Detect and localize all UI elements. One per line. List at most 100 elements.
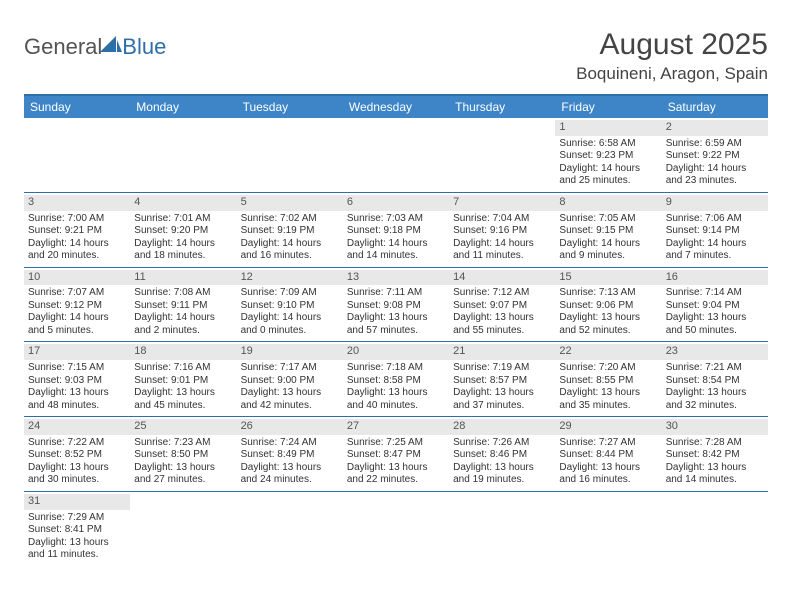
daylight1-label: Daylight: 13 hours xyxy=(347,387,445,400)
daylight1-label: Daylight: 13 hours xyxy=(347,462,445,475)
sunrise-label: Sunrise: 7:05 AM xyxy=(559,213,657,226)
sunrise-label: Sunrise: 7:12 AM xyxy=(453,287,551,300)
daylight1-label: Daylight: 13 hours xyxy=(666,387,764,400)
sunrise-label: Sunrise: 7:08 AM xyxy=(134,287,232,300)
daylight1-label: Daylight: 13 hours xyxy=(134,462,232,475)
day-cell: 8Sunrise: 7:05 AMSunset: 9:15 PMDaylight… xyxy=(555,193,661,267)
empty-cell xyxy=(343,492,449,566)
day-number: 29 xyxy=(555,419,661,435)
sunrise-label: Sunrise: 7:16 AM xyxy=(134,362,232,375)
day-cell: 20Sunrise: 7:18 AMSunset: 8:58 PMDayligh… xyxy=(343,342,449,416)
dow-monday: Monday xyxy=(130,96,236,118)
day-number: 6 xyxy=(343,195,449,211)
day-cell: 14Sunrise: 7:12 AMSunset: 9:07 PMDayligh… xyxy=(449,268,555,342)
daylight1-label: Daylight: 13 hours xyxy=(559,387,657,400)
sunset-label: Sunset: 9:06 PM xyxy=(559,300,657,313)
daylight1-label: Daylight: 13 hours xyxy=(241,387,339,400)
daylight2-label: and 22 minutes. xyxy=(347,474,445,487)
day-cell: 23Sunrise: 7:21 AMSunset: 8:54 PMDayligh… xyxy=(662,342,768,416)
daylight1-label: Daylight: 14 hours xyxy=(666,238,764,251)
daylight2-label: and 55 minutes. xyxy=(453,325,551,338)
dow-wednesday: Wednesday xyxy=(343,96,449,118)
day-cell: 29Sunrise: 7:27 AMSunset: 8:44 PMDayligh… xyxy=(555,417,661,491)
sunrise-label: Sunrise: 7:01 AM xyxy=(134,213,232,226)
daylight2-label: and 19 minutes. xyxy=(453,474,551,487)
calendar-table: SundayMondayTuesdayWednesdayThursdayFrid… xyxy=(24,94,768,566)
sunrise-label: Sunrise: 7:18 AM xyxy=(347,362,445,375)
day-cell: 21Sunrise: 7:19 AMSunset: 8:57 PMDayligh… xyxy=(449,342,555,416)
empty-cell xyxy=(237,118,343,192)
daylight1-label: Daylight: 14 hours xyxy=(134,238,232,251)
daylight2-label: and 0 minutes. xyxy=(241,325,339,338)
sunrise-label: Sunrise: 7:27 AM xyxy=(559,437,657,450)
empty-cell xyxy=(449,118,555,192)
sunrise-label: Sunrise: 7:25 AM xyxy=(347,437,445,450)
sunset-label: Sunset: 9:11 PM xyxy=(134,300,232,313)
sunset-label: Sunset: 9:18 PM xyxy=(347,225,445,238)
day-number: 4 xyxy=(130,195,236,211)
sunset-label: Sunset: 9:14 PM xyxy=(666,225,764,238)
day-cell: 4 Sunrise: 7:01 AMSunset: 9:20 PMDaylight… xyxy=(130,193,236,267)
day-number: 13 xyxy=(343,270,449,286)
sunrise-label: Sunrise: 7:24 AM xyxy=(241,437,339,450)
day-number: 20 xyxy=(343,344,449,360)
dow-thursday: Thursday xyxy=(449,96,555,118)
sail-icon xyxy=(100,36,122,52)
day-cell: 5Sunrise: 7:02 AMSunset: 9:19 PMDaylight… xyxy=(237,193,343,267)
day-cell: 11Sunrise: 7:08 AMSunset: 9:11 PMDayligh… xyxy=(130,268,236,342)
daylight1-label: Daylight: 14 hours xyxy=(241,238,339,251)
sunset-label: Sunset: 8:46 PM xyxy=(453,449,551,462)
day-cell: 2Sunrise: 6:59 AMSunset: 9:22 PMDaylight… xyxy=(662,118,768,192)
sunrise-label: Sunrise: 7:23 AM xyxy=(134,437,232,450)
day-cell: 1Sunrise: 6:58 AMSunset: 9:23 PMDaylight… xyxy=(555,118,661,192)
daylight1-label: Daylight: 13 hours xyxy=(453,462,551,475)
daylight2-label: and 16 minutes. xyxy=(241,250,339,263)
daylight1-label: Daylight: 13 hours xyxy=(28,462,126,475)
daylight2-label: and 2 minutes. xyxy=(134,325,232,338)
daylight2-label: and 14 minutes. xyxy=(666,474,764,487)
day-number: 22 xyxy=(555,344,661,360)
brand-part1: General xyxy=(24,34,102,60)
daylight2-label: and 57 minutes. xyxy=(347,325,445,338)
sunset-label: Sunset: 8:42 PM xyxy=(666,449,764,462)
daylight1-label: Daylight: 14 hours xyxy=(28,312,126,325)
day-cell: 30Sunrise: 7:28 AMSunset: 8:42 PMDayligh… xyxy=(662,417,768,491)
day-number: 26 xyxy=(237,419,343,435)
location-label: Boquineni, Aragon, Spain xyxy=(576,64,768,84)
sunset-label: Sunset: 9:20 PM xyxy=(134,225,232,238)
week-row: 24Sunrise: 7:22 AMSunset: 8:52 PMDayligh… xyxy=(24,417,768,492)
daylight1-label: Daylight: 14 hours xyxy=(347,238,445,251)
sunrise-label: Sunrise: 7:07 AM xyxy=(28,287,126,300)
sunrise-label: Sunrise: 7:29 AM xyxy=(28,512,126,525)
sunrise-label: Sunrise: 7:06 AM xyxy=(666,213,764,226)
empty-cell xyxy=(130,492,236,566)
sunset-label: Sunset: 9:07 PM xyxy=(453,300,551,313)
daylight2-label: and 11 minutes. xyxy=(28,549,126,562)
daylight2-label: and 42 minutes. xyxy=(241,400,339,413)
sunrise-label: Sunrise: 6:58 AM xyxy=(559,138,657,151)
empty-cell xyxy=(449,492,555,566)
day-number: 11 xyxy=(130,270,236,286)
daylight1-label: Daylight: 13 hours xyxy=(666,462,764,475)
daylight2-label: and 52 minutes. xyxy=(559,325,657,338)
day-number: 17 xyxy=(24,344,130,360)
day-cell: 26Sunrise: 7:24 AMSunset: 8:49 PMDayligh… xyxy=(237,417,343,491)
day-cell: 15Sunrise: 7:13 AMSunset: 9:06 PMDayligh… xyxy=(555,268,661,342)
sunrise-label: Sunrise: 7:13 AM xyxy=(559,287,657,300)
sunset-label: Sunset: 9:15 PM xyxy=(559,225,657,238)
sunset-label: Sunset: 8:47 PM xyxy=(347,449,445,462)
week-row: 10Sunrise: 7:07 AMSunset: 9:12 PMDayligh… xyxy=(24,268,768,343)
daylight2-label: and 37 minutes. xyxy=(453,400,551,413)
daylight1-label: Daylight: 13 hours xyxy=(134,387,232,400)
day-number: 19 xyxy=(237,344,343,360)
sunrise-label: Sunrise: 7:17 AM xyxy=(241,362,339,375)
sunrise-label: Sunrise: 7:00 AM xyxy=(28,213,126,226)
day-cell: 22Sunrise: 7:20 AMSunset: 8:55 PMDayligh… xyxy=(555,342,661,416)
daylight1-label: Daylight: 13 hours xyxy=(347,312,445,325)
daylight2-label: and 32 minutes. xyxy=(666,400,764,413)
day-cell: 25Sunrise: 7:23 AMSunset: 8:50 PMDayligh… xyxy=(130,417,236,491)
sunset-label: Sunset: 8:41 PM xyxy=(28,524,126,537)
sunset-label: Sunset: 8:52 PM xyxy=(28,449,126,462)
day-cell: 31Sunrise: 7:29 AMSunset: 8:41 PMDayligh… xyxy=(24,492,130,566)
day-cell: 24Sunrise: 7:22 AMSunset: 8:52 PMDayligh… xyxy=(24,417,130,491)
